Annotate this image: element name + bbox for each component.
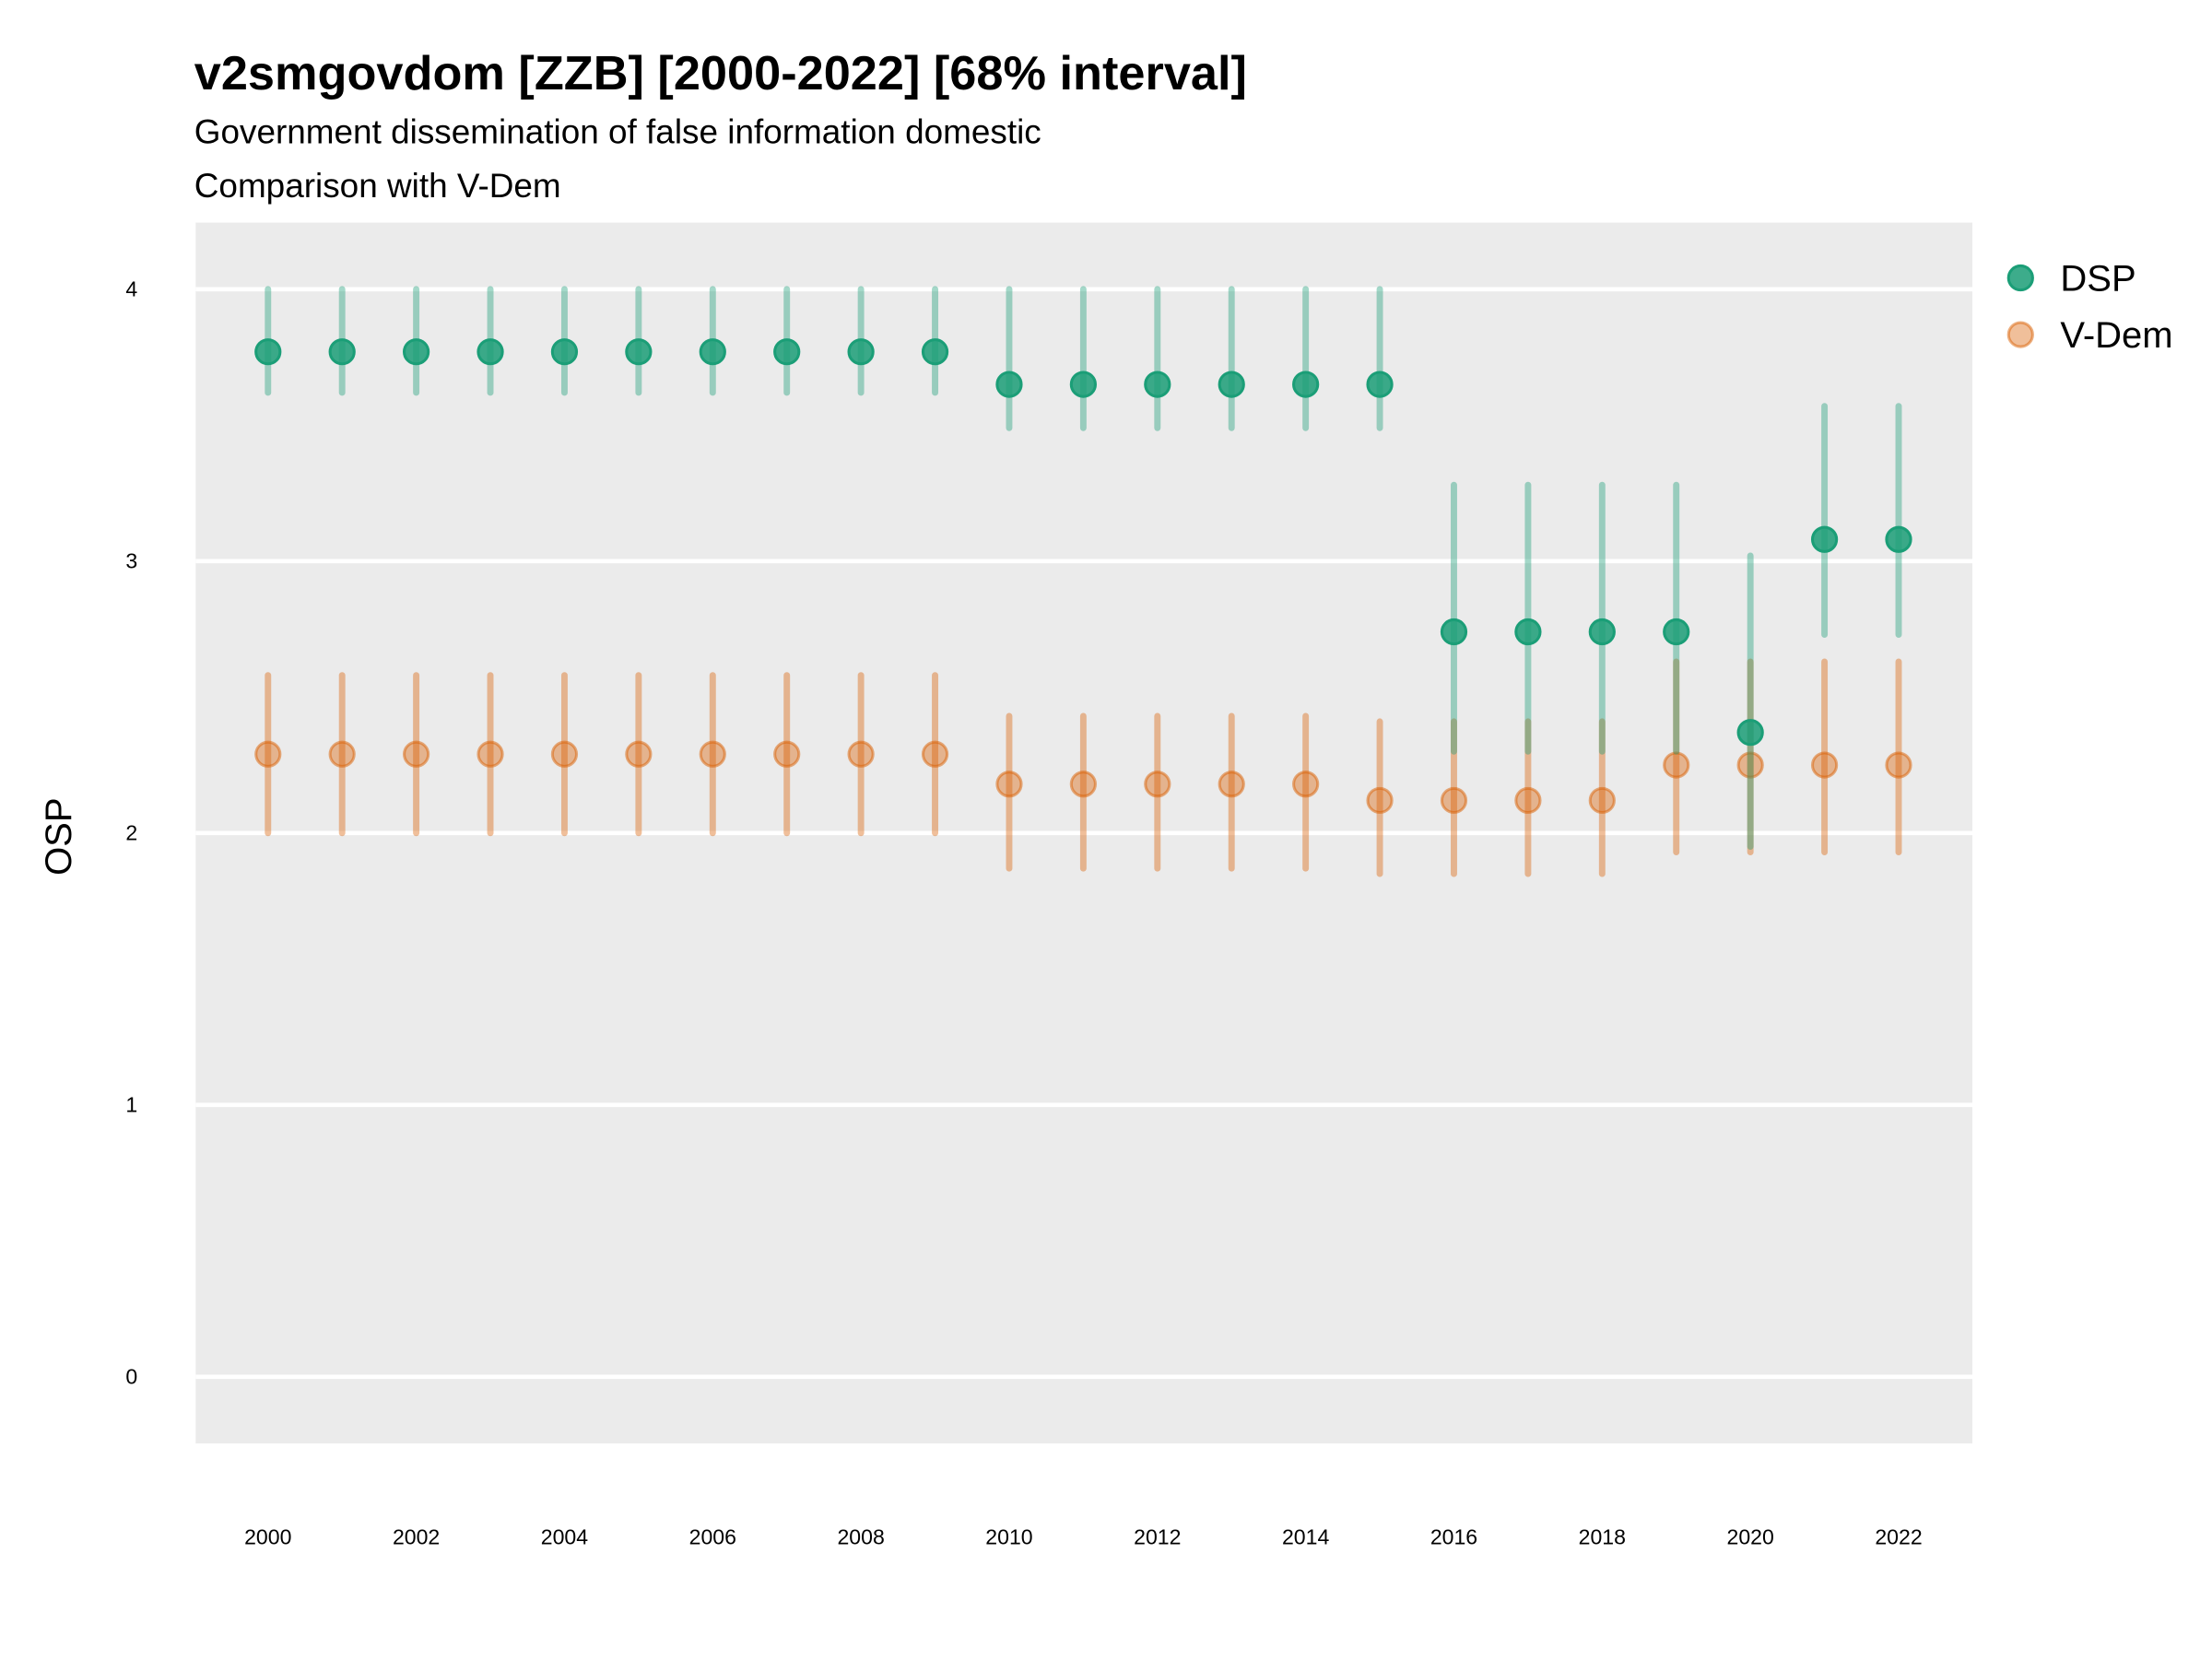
data-point: [1736, 719, 1764, 747]
data-point: [254, 740, 282, 768]
x-tick-label: 2020: [1727, 1524, 1774, 1548]
x-tick-label: 2012: [1134, 1524, 1181, 1548]
legend-key-v-dem: [2006, 321, 2034, 348]
data-point: [699, 338, 726, 366]
data-point: [1440, 786, 1468, 815]
y-tick-label: 0: [125, 1365, 137, 1389]
data-point: [550, 740, 579, 768]
legend-key-dsp: [2006, 264, 2034, 292]
data-point: [254, 338, 282, 366]
data-point: [995, 771, 1023, 798]
data-point: [921, 740, 949, 768]
data-point: [1218, 771, 1245, 798]
data-point: [328, 740, 356, 768]
data-point: [1144, 771, 1171, 798]
data-point: [847, 740, 875, 768]
chart-subtitle: Government dissemination of false inform…: [194, 112, 1041, 150]
data-point: [402, 740, 430, 768]
legend: DSP V-Dem: [2006, 258, 2173, 356]
data-point: [1663, 618, 1690, 646]
x-tick-labels: 2000 2002 2004 2006 2008 2010 2012 2014 2016 2018…: [244, 1524, 1923, 1548]
legend-label: V-Dem: [2060, 315, 2172, 356]
chart-subtitle-2: Comparison with V-Dem: [194, 167, 561, 205]
data-point: [328, 338, 356, 366]
y-tick-label: 2: [125, 821, 137, 845]
x-tick-label: 2008: [837, 1524, 884, 1548]
x-tick-label: 2004: [541, 1524, 588, 1548]
data-point: [477, 338, 504, 366]
data-point: [699, 740, 726, 768]
data-point: [402, 338, 430, 366]
x-tick-label: 2018: [1579, 1524, 1626, 1548]
data-point: [1588, 786, 1616, 815]
legend-label: DSP: [2060, 258, 2136, 299]
data-point: [1144, 371, 1171, 398]
x-tick-label: 2006: [689, 1524, 736, 1548]
series-dsp: [254, 286, 1912, 851]
chart-title: v2smgovdom [ZZB] [2000-2022] [68% interv…: [194, 47, 1247, 100]
data-point: [773, 338, 801, 366]
data-point: [1810, 525, 1839, 553]
data-point: [1366, 371, 1394, 398]
y-tick-label: 4: [125, 277, 137, 301]
data-point: [1663, 751, 1690, 779]
data-point: [1885, 525, 1912, 553]
data-point: [1588, 618, 1616, 646]
y-axis-label: OSP: [39, 797, 79, 875]
data-point: [1218, 371, 1245, 398]
x-tick-label: 2002: [393, 1524, 440, 1548]
x-tick-label: 2010: [985, 1524, 1032, 1548]
data-point: [995, 371, 1023, 398]
data-point: [1810, 751, 1839, 779]
data-point: [1069, 771, 1097, 798]
data-point: [1514, 786, 1542, 815]
y-tick-labels: 0 1 2 3 4: [125, 277, 137, 1389]
data-point: [625, 338, 653, 366]
x-tick-label: 2016: [1430, 1524, 1477, 1548]
data-marks: [254, 286, 1912, 877]
y-tick-label: 3: [125, 549, 137, 573]
data-point: [921, 338, 949, 366]
data-point: [847, 338, 875, 366]
x-tick-label: 2022: [1875, 1524, 1922, 1548]
data-point: [1366, 786, 1394, 815]
x-tick-label: 2014: [1282, 1524, 1329, 1548]
data-point: [1292, 371, 1320, 398]
data-point: [550, 338, 579, 366]
gridlines: [195, 287, 1972, 1380]
data-point: [1069, 371, 1097, 398]
data-point: [1514, 618, 1542, 646]
data-point: [477, 740, 504, 768]
data-point: [1440, 618, 1468, 646]
series-v-dem: [254, 658, 1912, 877]
data-point: [625, 740, 653, 768]
data-point: [1292, 771, 1320, 798]
data-point: [1885, 751, 1912, 779]
y-tick-label: 1: [125, 1093, 137, 1117]
data-point: [773, 740, 801, 768]
x-tick-label: 2000: [244, 1524, 291, 1548]
data-point: [1736, 751, 1764, 779]
